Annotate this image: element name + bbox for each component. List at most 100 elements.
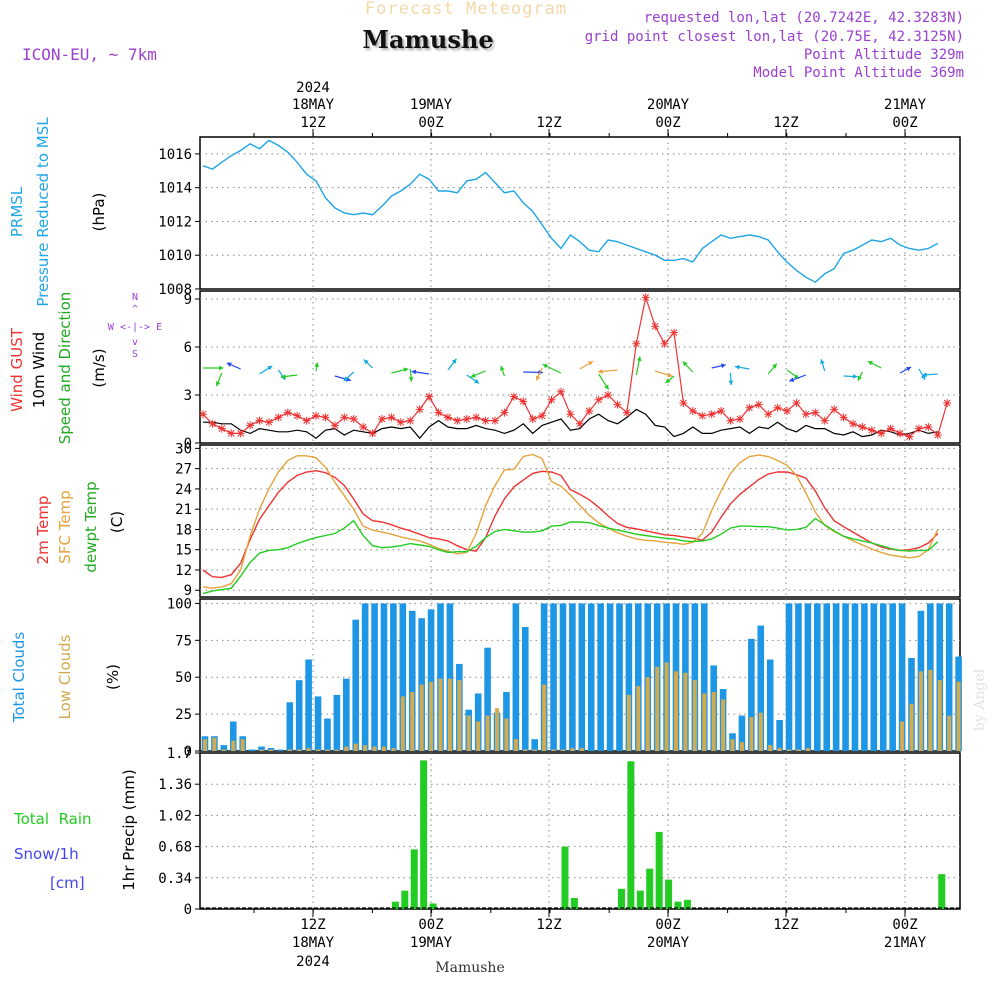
total-cloud-bar xyxy=(785,603,793,751)
wind-gust-point xyxy=(368,429,377,438)
bottom-axis-date: 21MAY xyxy=(884,935,927,951)
wind-arrow-head xyxy=(411,369,417,375)
wind-gust-point xyxy=(443,413,452,422)
total-cloud-bar xyxy=(380,603,388,751)
wind-gust-point xyxy=(641,293,650,302)
low-cloud-bar xyxy=(429,681,434,751)
total-cloud-bar xyxy=(842,603,849,751)
wind-gust-point xyxy=(425,392,434,401)
precip-ytick-label: 1.02 xyxy=(158,808,192,824)
top-axis-date: 20MAY xyxy=(647,97,690,113)
wind-gust-point xyxy=(377,415,386,423)
wind-gust-point xyxy=(632,339,641,348)
wind-gust-point xyxy=(406,416,415,425)
total-cloud-bar xyxy=(898,603,906,751)
wind-arrow-head xyxy=(403,367,409,373)
point-altitude: Point Altitude 329m xyxy=(804,47,964,63)
wind-gust-point xyxy=(349,415,358,423)
total-cloud-bar xyxy=(446,603,454,751)
cloud-ytick-label: 75 xyxy=(175,633,192,649)
total-cloud-bar xyxy=(550,603,557,751)
wind-arrow-head xyxy=(728,380,734,386)
cloud-low-label: Low Clouds xyxy=(56,634,74,719)
wind-arrow-head xyxy=(314,362,320,368)
wind-gust-point xyxy=(472,413,481,422)
low-cloud-bar xyxy=(655,666,660,751)
low-cloud-bar xyxy=(758,712,763,751)
total-cloud-bar xyxy=(597,603,604,751)
wind-gust-point xyxy=(302,416,311,425)
wind-gust-point xyxy=(858,423,867,431)
wind-arrow-head xyxy=(853,374,858,379)
wind-gust-point xyxy=(792,399,801,407)
wind-arrow-head xyxy=(906,366,912,372)
wind-gust-point xyxy=(312,411,321,420)
wind-gust-point xyxy=(745,403,754,412)
wind-arrow-head xyxy=(363,359,369,365)
low-cloud-bar xyxy=(711,691,716,751)
rain-bar xyxy=(420,760,428,909)
wind-arrow-head xyxy=(857,375,863,381)
total-cloud-bar xyxy=(333,694,341,751)
bottom-year: 2024 xyxy=(296,954,330,970)
pressure-line xyxy=(202,139,939,284)
temp-labels: 2m Temp SFC Temp dewpt Temp (C) xyxy=(34,481,126,572)
precip-ytick-label: 0.34 xyxy=(158,871,192,887)
wind-arrow-head xyxy=(226,362,232,367)
low-cloud-bar xyxy=(231,740,236,751)
bottom-time-axis: 18MAY 12Z 19MAY 00Z 12Z 20MAY 00Z 12Z 21MAY 00Z xyxy=(253,909,927,951)
wind-gust-point xyxy=(359,423,368,431)
low-cloud-bar xyxy=(777,748,782,751)
wind-gust-point xyxy=(594,395,603,404)
low-cloud-bar xyxy=(768,745,773,751)
low-cloud-bar xyxy=(495,708,500,751)
panels: 1008101010121014101603699121518212427300… xyxy=(158,136,962,918)
total-cloud-bar xyxy=(521,627,529,751)
wind-gust-point xyxy=(707,410,716,419)
cloud-ytick-label: 50 xyxy=(175,670,192,686)
wind-gust-point xyxy=(462,415,471,423)
wind-arrow-head xyxy=(789,377,795,382)
wind-gust-point xyxy=(340,413,349,422)
precip-frame xyxy=(199,752,961,910)
wind-gust-point xyxy=(293,411,302,420)
total-cloud-bar xyxy=(879,603,887,751)
rain-bar xyxy=(646,868,654,909)
wind-gust-point xyxy=(848,419,857,428)
wind-gust-point xyxy=(519,397,528,406)
pressure-unit: (hPa) xyxy=(90,193,108,232)
total-cloud-bar xyxy=(795,603,802,751)
temp-ytick-label: 18 xyxy=(175,522,192,538)
total-cloud-bar xyxy=(606,603,614,751)
wind-gust-point xyxy=(321,413,330,422)
faint-title: Forecast Meteogram xyxy=(365,0,567,19)
wind-ytick-label: 0 xyxy=(184,436,192,452)
low-cloud-bar xyxy=(956,681,961,751)
wind-gust-point xyxy=(509,392,518,401)
low-cloud-bar xyxy=(240,739,245,751)
wind-gust-point xyxy=(726,416,735,425)
temp-sfc-line xyxy=(202,453,939,589)
top-axis-date: 18MAY xyxy=(292,97,335,113)
low-cloud-bar xyxy=(909,703,914,751)
top-axis-time: 12Z xyxy=(300,115,325,131)
top-axis-time: 12Z xyxy=(773,115,798,131)
rain-bar xyxy=(627,761,635,909)
total-cloud-bar xyxy=(851,603,859,751)
low-cloud-bar xyxy=(457,680,462,751)
low-cloud-bar xyxy=(476,721,481,751)
rain-bar xyxy=(561,846,569,909)
total-cloud-bar xyxy=(832,603,840,751)
temp-ytick-label: 24 xyxy=(175,482,192,498)
total-cloud-bar xyxy=(390,603,397,751)
low-cloud-bar xyxy=(212,737,217,751)
wind-gust-point xyxy=(236,429,245,438)
bottom-axis-time: 00Z xyxy=(655,917,680,933)
temp-ytick-label: 27 xyxy=(175,462,192,478)
wind-arrow-head xyxy=(598,369,603,374)
low-cloud-bar xyxy=(410,691,415,751)
total-cloud-bar xyxy=(748,638,755,751)
temp-2m-line xyxy=(202,469,939,579)
precip-ytick-label: 0 xyxy=(184,902,192,918)
temp-2m-label: 2m Temp xyxy=(34,496,52,565)
